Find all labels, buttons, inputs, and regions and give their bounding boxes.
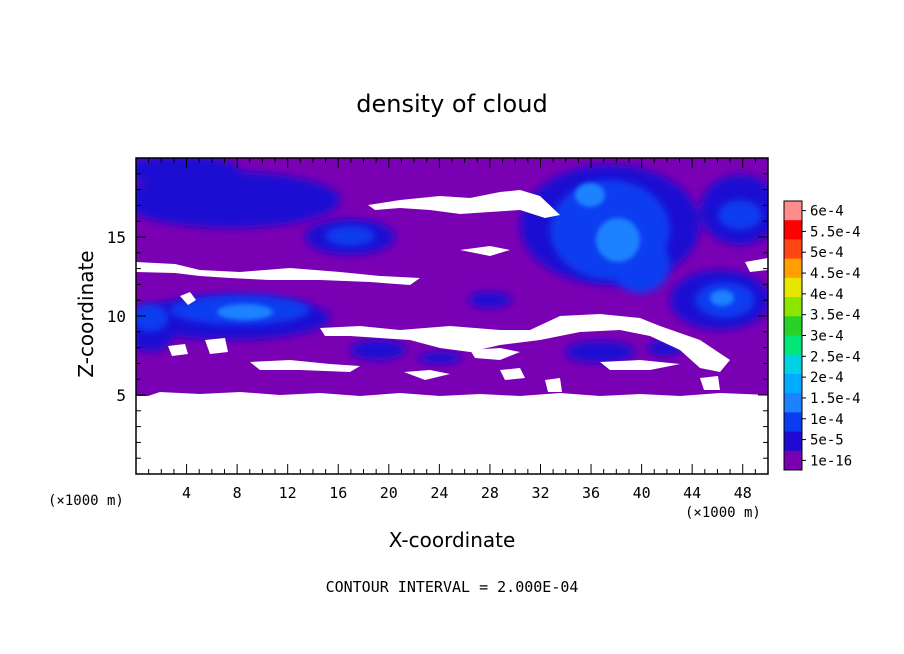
x-unit-left: (×1000 m) (48, 493, 124, 509)
colorbar-label: 3.5e-4 (810, 308, 861, 324)
colorbar-label: 1e-16 (810, 453, 852, 469)
colorbar-label: 6e-4 (810, 204, 844, 220)
colorbar-swatch (784, 297, 802, 317)
y-axis-label: Z-coordinate (74, 250, 98, 377)
colorbar-label: 5e-4 (810, 245, 844, 261)
x-tick-label: 4 (182, 484, 191, 502)
x-axis-label: X-coordinate (389, 528, 516, 552)
y-tick-label: 15 (107, 228, 126, 247)
colorbar: 6e-4 5.5e-4 5e-4 4.5e-4 4e-4 3.5e-4 3e-4 2.5e-4… (783, 200, 861, 471)
colorbar-swatch (784, 373, 802, 394)
x-tick-label: 32 (531, 484, 549, 502)
y-tick-label: 10 (107, 307, 126, 326)
colorbar-swatch (784, 201, 802, 221)
contour-field (136, 158, 768, 474)
chart-title: density of cloud (356, 90, 547, 118)
colorbar-swatch (784, 258, 802, 279)
x-tick-label: 16 (329, 484, 347, 502)
colorbar-label: 3e-4 (810, 329, 844, 345)
x-tick-label: 44 (683, 484, 701, 502)
colorbar-swatch (784, 316, 802, 336)
colorbar-swatch (784, 239, 802, 260)
colorbar-swatch (784, 431, 802, 452)
x-unit-right: (×1000 m) (685, 505, 761, 521)
colorbar-swatch (784, 450, 802, 471)
y-tick-label: 5 (116, 386, 126, 405)
colorbar-label: 4e-4 (810, 287, 844, 303)
colorbar-swatch (784, 412, 802, 433)
colorbar-label: 1e-4 (810, 412, 844, 428)
x-tick-label: 24 (430, 484, 448, 502)
colorbar-label: 5.5e-4 (810, 224, 861, 240)
x-tick-label: 48 (734, 484, 752, 502)
colorbar-swatch (784, 393, 802, 413)
y-axis: 5 10 15 (107, 173, 768, 459)
colorbar-label: 2e-4 (810, 370, 844, 386)
x-tick-label: 12 (279, 484, 297, 502)
colorbar-label: 5e-5 (810, 433, 844, 449)
x-tick-label: 40 (633, 484, 651, 502)
colorbar-label: 4.5e-4 (810, 266, 861, 282)
colorbar-swatch (784, 277, 802, 298)
x-axis: 4 8 12 16 20 24 28 32 36 40 44 48 (148, 158, 756, 502)
colorbar-label: 1.5e-4 (810, 391, 861, 407)
x-tick-label: 36 (582, 484, 600, 502)
colorbar-swatch (784, 335, 802, 356)
x-tick-label: 8 (233, 484, 242, 502)
colorbar-label: 2.5e-4 (810, 349, 861, 365)
x-tick-label: 20 (380, 484, 398, 502)
colorbar-swatch (784, 220, 802, 240)
x-tick-label: 28 (481, 484, 499, 502)
colorbar-swatch (784, 354, 802, 375)
contour-interval-note: CONTOUR INTERVAL = 2.000E-04 (326, 578, 579, 596)
